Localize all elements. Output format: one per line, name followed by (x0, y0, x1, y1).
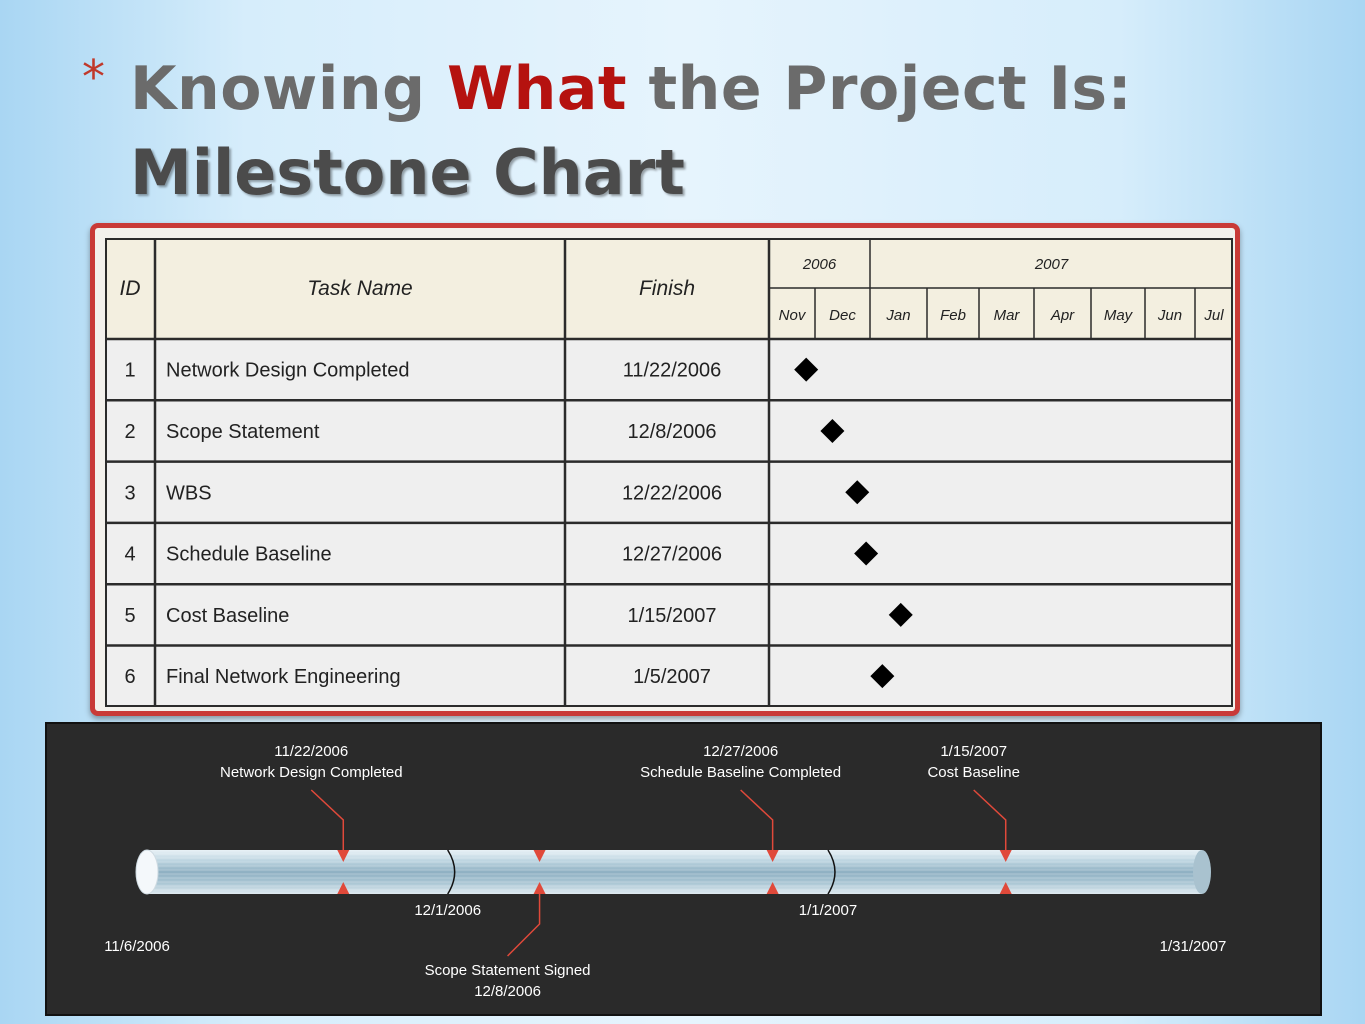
milestone-date-label: 12/27/2006 (703, 743, 778, 760)
milestone-date-label: 1/15/2007 (940, 743, 1007, 760)
milestone-table-frame: ID Task Name Finish 2006 2007 Nov Dec Jan Feb Mar… (90, 223, 1240, 716)
milestone-timeline: 12/1/2006 1/1/2007 11/6/2006 1/31/2007 11/22… (104, 743, 1227, 1000)
milestone-name-label: Cost Baseline (927, 764, 1020, 781)
timeline-bar-end-cap (1193, 850, 1211, 894)
milestone-callout-line (740, 789, 774, 850)
milestone-diamond-marker (854, 541, 879, 566)
milestone-top-marker (999, 850, 1012, 862)
table-row-bg (105, 645, 1233, 707)
header-month: Feb (940, 307, 966, 324)
timeline-divider-label: 1/1/2007 (799, 902, 857, 919)
timeline-bar (147, 850, 1202, 894)
header-year: 2006 (802, 256, 837, 273)
milestone-bottom-marker (999, 882, 1012, 894)
header-month: Jan (885, 307, 910, 324)
milestone-diamond-marker (820, 418, 845, 443)
title-accent-word: What (446, 54, 628, 124)
cell-id: 5 (124, 605, 135, 627)
milestone-date-label: 11/22/2006 (274, 743, 348, 760)
table-row-bg (105, 584, 1233, 646)
title-bullet: * (82, 50, 105, 104)
timeline-bar-start-cap (135, 849, 159, 895)
cell-finish: 12/8/2006 (628, 421, 717, 443)
milestone-name-label: Schedule Baseline Completed (640, 764, 841, 781)
milestone-diamond-marker (870, 664, 895, 689)
milestone-callout-line (310, 789, 345, 850)
milestone-callout-line (973, 789, 1007, 850)
timeline-segment-divider (447, 849, 456, 895)
milestone-bottom-marker (766, 882, 779, 894)
cell-id: 4 (124, 544, 135, 566)
subtitle: Milestone Chart (130, 136, 685, 209)
header-id: ID (120, 277, 141, 300)
cell-id: 3 (124, 482, 135, 504)
timeline-divider-label: 12/1/2006 (414, 902, 481, 919)
milestone-diamond-marker (845, 480, 870, 505)
header-month: Jun (1157, 307, 1182, 324)
milestone-diamond-marker (888, 602, 913, 627)
milestone-top-marker (766, 850, 779, 862)
milestone-bottom-marker (533, 882, 546, 894)
timeline-end-label: 1/31/2007 (1160, 938, 1227, 955)
timeline-start-label: 11/6/2006 (104, 938, 170, 955)
timeline-segment-divider (827, 849, 836, 895)
cell-task-name: Network Design Completed (166, 360, 409, 382)
cell-task-name: WBS (166, 482, 212, 504)
header-month: Jul (1203, 307, 1224, 324)
cell-finish: 1/15/2007 (628, 605, 717, 627)
header-month: Dec (829, 307, 856, 324)
cell-finish: 12/27/2006 (622, 544, 722, 566)
cell-id: 2 (124, 421, 135, 443)
milestone-top-marker (533, 850, 546, 862)
table-row-bg (105, 461, 1233, 523)
header-month: Apr (1050, 307, 1075, 324)
title-text-part1: Knowing (130, 54, 447, 124)
title-line: Knowing What the Project Is: (130, 54, 1132, 124)
milestone-bottom-marker (337, 882, 350, 894)
cell-id: 1 (124, 360, 135, 382)
header-month: Nov (779, 307, 807, 324)
milestone-diamond-marker (794, 357, 819, 382)
cell-task-name: Final Network Engineering (166, 666, 401, 688)
table-row-bg (105, 522, 1233, 585)
cell-task-name: Cost Baseline (166, 605, 289, 627)
header-year: 2007 (1034, 256, 1069, 273)
cell-task-name: Scope Statement (166, 421, 320, 443)
cell-finish: 12/22/2006 (622, 482, 722, 504)
timeline-panel: 12/1/2006 1/1/2007 11/6/2006 1/31/2007 11/22… (45, 722, 1322, 1016)
header-month: May (1104, 307, 1134, 324)
table-row-bg (105, 400, 1233, 462)
title-text-part2: the Project Is: (627, 54, 1133, 124)
table-row-bg (105, 339, 1233, 401)
milestone-top-marker (337, 850, 350, 862)
milestone-callout-line (507, 894, 541, 957)
milestone-name-label: Network Design Completed (220, 764, 403, 781)
header-task-name: Task Name (307, 277, 412, 300)
cell-finish: 1/5/2007 (633, 666, 711, 688)
cell-finish: 11/22/2006 (623, 360, 722, 382)
milestone-table: ID Task Name Finish 2006 2007 Nov Dec Jan Feb Mar… (105, 238, 1233, 707)
milestone-date-label: 12/8/2006 (474, 983, 541, 1000)
header-finish: Finish (639, 277, 695, 300)
header-month: Mar (994, 307, 1021, 324)
cell-id: 6 (124, 666, 135, 688)
cell-task-name: Schedule Baseline (166, 544, 332, 566)
milestone-name-label: Scope Statement Signed (425, 962, 591, 979)
